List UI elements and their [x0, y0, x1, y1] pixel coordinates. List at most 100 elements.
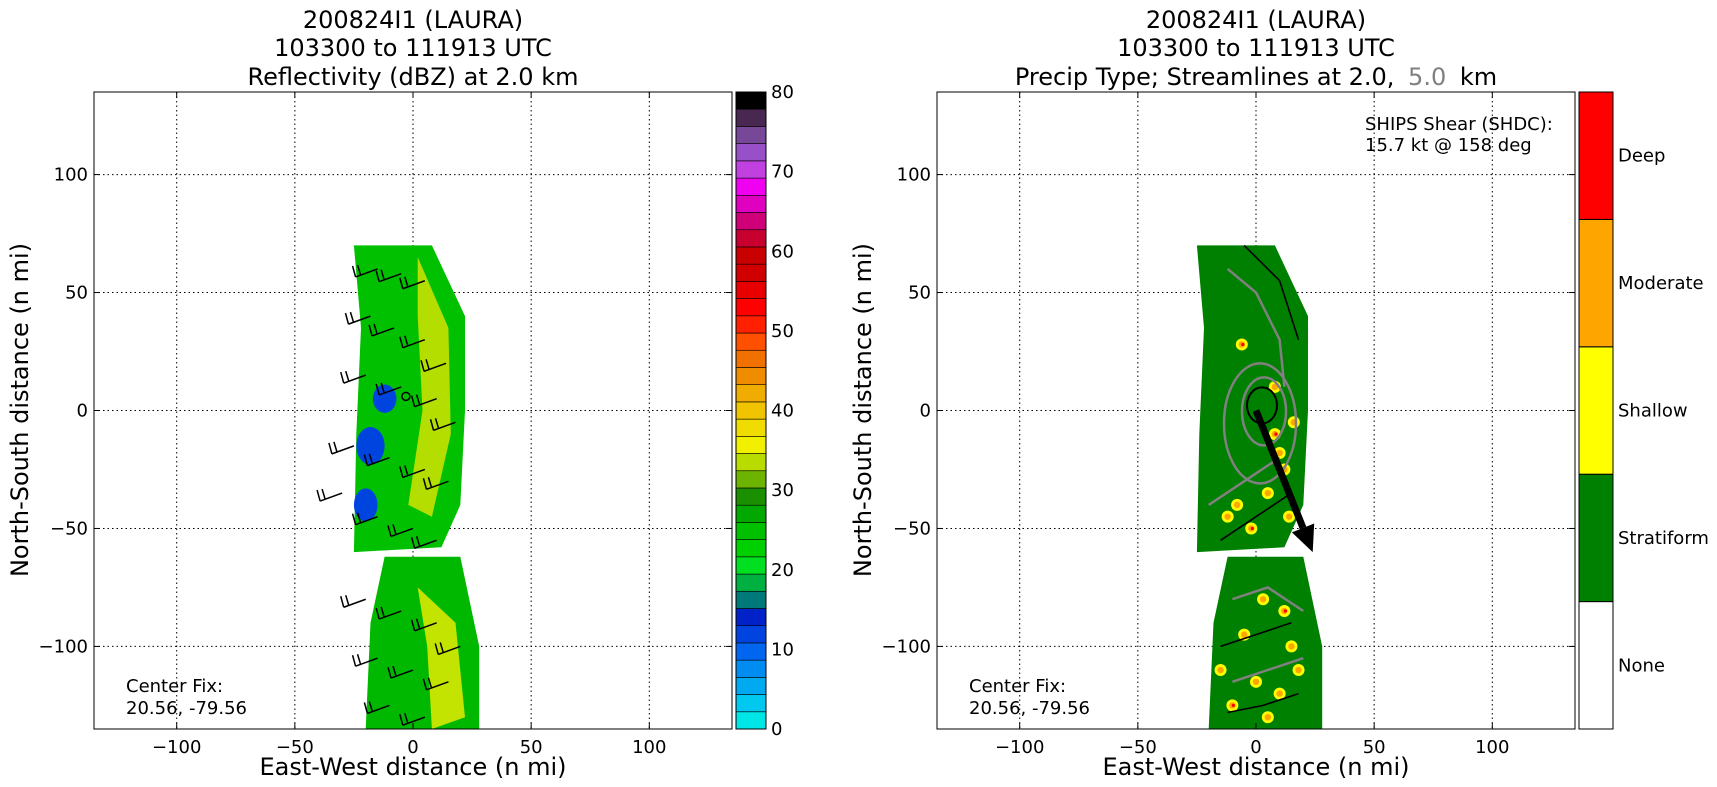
y-tick-label: 100: [897, 165, 931, 186]
deep-cell: [1283, 609, 1287, 613]
right-x-axis-label: East-West distance (n mi): [1102, 753, 1409, 781]
left-reflectivity-field: [353, 245, 480, 729]
left-colorbar: 0 10 20 30 40 50 60 70 80: [735, 82, 794, 740]
colorbar-bin: [735, 126, 767, 144]
colorbar-bin: [735, 418, 767, 437]
left-y-axis-label: North-South distance (n mi): [6, 243, 34, 577]
colorbar-bin: [735, 694, 767, 713]
colorbar-bin: [735, 384, 767, 403]
colorbar-bin: [735, 246, 767, 265]
left-x-ticks: −100 −50 0 50 100: [152, 92, 666, 758]
streamline: [1232, 657, 1304, 683]
streamline-5km: [1240, 376, 1288, 447]
right-grid: [937, 92, 1575, 729]
colorbar-tick-label: 50: [771, 321, 794, 342]
left-panel: 200824I1 (LAURA) 103300 to 111913 UTC Re…: [6, 6, 794, 781]
moderate-cell: [1264, 489, 1272, 497]
deep-cell: [1250, 526, 1254, 531]
wind-barb: [340, 370, 366, 384]
x-tick-label: 50: [1363, 737, 1386, 758]
colorbar-tick-label: 20: [771, 560, 794, 581]
colorbar-bin: [735, 263, 767, 282]
wind-barb: [399, 465, 426, 479]
moderate-cell: [1285, 513, 1293, 520]
right-title-height: 5.0: [1408, 63, 1446, 91]
x-tick-label: 100: [632, 737, 666, 758]
wind-barb: [363, 701, 390, 715]
colorbar-bin: [735, 298, 767, 317]
streamline: [1226, 267, 1286, 388]
y-tick-label: 0: [920, 401, 931, 422]
y-tick-label: 0: [77, 401, 88, 422]
colorbar-bin: [735, 590, 767, 609]
streamline: [1208, 456, 1281, 506]
colorbar-bin: [735, 367, 767, 385]
left-title-line-2: 103300 to 111913 UTC: [274, 34, 552, 62]
center-marker: [401, 391, 411, 402]
left-title-line-3: Reflectivity (dBZ) at 2.0 km: [248, 63, 579, 91]
x-tick-label: 100: [1475, 737, 1509, 758]
right-title-text: Precip Type; Streamlines at 2.0,: [1015, 63, 1395, 91]
colorbar-bin: [735, 212, 767, 231]
streamline: [1227, 692, 1299, 714]
y-tick-label: −50: [893, 518, 931, 539]
colorbar-bin: [735, 315, 767, 334]
wind-barb: [368, 323, 395, 337]
colorbar-bin: [735, 573, 767, 592]
shear-arrow-shaft: [1252, 409, 1307, 530]
wind-barb: [344, 311, 371, 325]
right-title-line-3: Precip Type; Streamlines at 2.0, 5.0 km: [1015, 63, 1497, 91]
moderate-cell: [1288, 643, 1295, 650]
category-label: Stratiform: [1618, 528, 1709, 549]
streamline: [1220, 622, 1292, 648]
colorbar-bin: [735, 177, 767, 196]
colorbar-bin: [735, 108, 767, 127]
wind-barb: [375, 269, 402, 283]
left-y-ticks: −100 −50 0 50 100: [39, 165, 732, 657]
colorbar-bin: [735, 556, 767, 575]
y-tick-label: −50: [50, 518, 88, 539]
moderate-cell: [1224, 513, 1231, 520]
colorbar-frame: [735, 91, 767, 730]
colorbar-tick-label: 10: [771, 639, 794, 660]
category-label: Deep: [1618, 146, 1665, 167]
colorbar-bin: [735, 711, 767, 730]
wind-barb: [351, 654, 378, 667]
wind-barb: [387, 665, 414, 679]
moderate-cell: [1233, 501, 1241, 509]
category-label: Moderate: [1618, 273, 1704, 294]
moderate-cell: [1276, 690, 1283, 697]
colorbar-bin: [735, 453, 767, 472]
colorbar-bin: [735, 659, 767, 678]
y-tick-label: −100: [39, 636, 88, 657]
x-tick-label: 50: [520, 737, 543, 758]
left-title-line-1: 200824I1 (LAURA): [303, 6, 523, 34]
wind-barb: [422, 677, 449, 691]
colorbar-bin: [735, 332, 767, 351]
shear-label: SHIPS Shear (SHDC):: [1365, 114, 1553, 135]
y-tick-label: −100: [882, 636, 931, 657]
colorbar-tick-label: 80: [771, 82, 794, 103]
streamline: [1243, 244, 1300, 340]
stratiform-area-south: [1208, 556, 1323, 729]
left-center-fix-value: 20.56, -79.56: [126, 698, 247, 719]
wind-barb: [351, 264, 378, 278]
wind-barb: [422, 477, 449, 490]
colorbar-bin: [735, 349, 767, 368]
deep-cell: [1231, 703, 1235, 708]
moderate-cell: [1271, 383, 1279, 391]
deep-cell: [1241, 342, 1245, 347]
x-tick-label: 0: [407, 737, 418, 758]
wind-barb: [399, 712, 426, 726]
category-label: None: [1618, 655, 1665, 676]
wind-barb: [340, 595, 366, 608]
wind-barb: [410, 394, 437, 408]
category-swatch: [1578, 218, 1614, 348]
echo-weak-patch: [353, 488, 378, 522]
right-title-unit: km: [1460, 63, 1497, 91]
category-swatch: [1578, 346, 1614, 475]
right-title-line-1: 200824I1 (LAURA): [1146, 6, 1366, 34]
echo-core-north: [408, 257, 451, 517]
left-center-fix-label: Center Fix:: [126, 676, 223, 697]
